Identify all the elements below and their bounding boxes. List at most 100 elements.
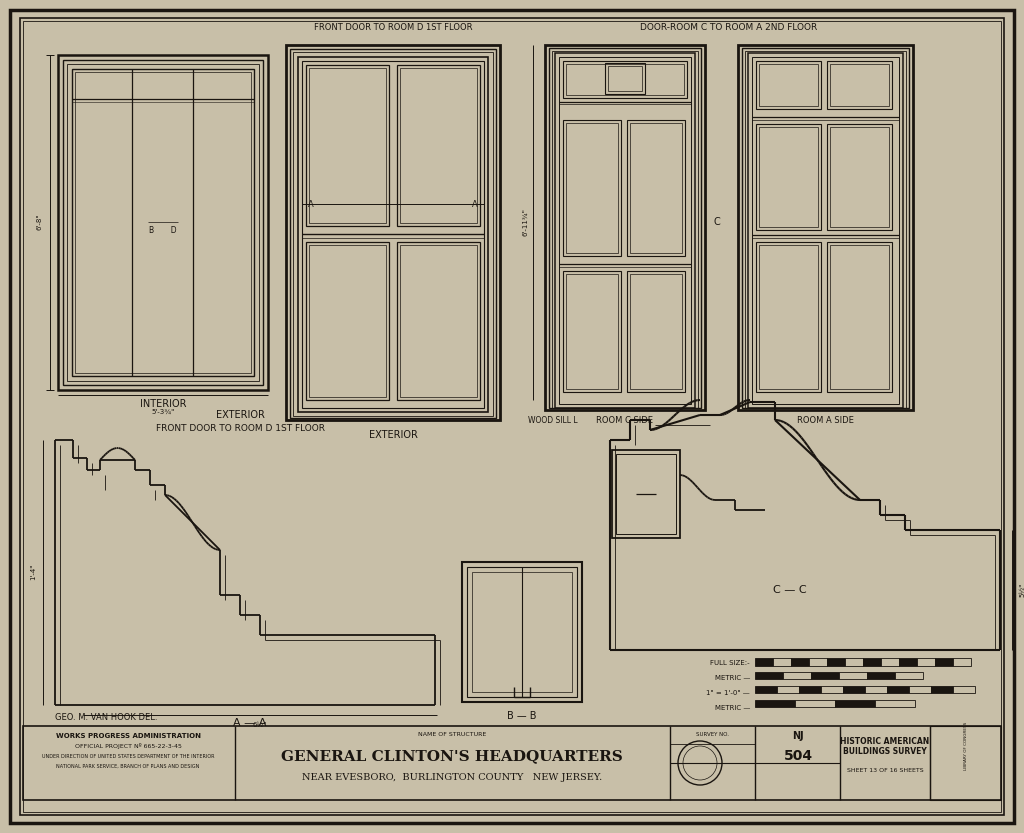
Bar — [742, 48, 909, 408]
Bar — [549, 48, 701, 408]
Bar — [874, 700, 915, 707]
Text: 1" = 1'-0" —: 1" = 1'-0" — — [707, 690, 750, 696]
Bar — [755, 686, 777, 693]
Bar — [953, 686, 975, 693]
Bar — [839, 672, 867, 679]
Bar — [899, 658, 918, 666]
Bar — [845, 658, 863, 666]
Text: GENERAL CLINTON'S HEADQUARTERS: GENERAL CLINTON'S HEADQUARTERS — [282, 749, 623, 763]
Text: 6'-11¾": 6'-11¾" — [522, 208, 528, 236]
Bar — [293, 52, 493, 416]
Text: C — C: C — C — [773, 585, 807, 595]
Bar — [400, 68, 477, 223]
Bar — [773, 658, 791, 666]
Bar — [72, 69, 254, 376]
Bar — [616, 454, 676, 534]
Text: A: A — [308, 199, 313, 208]
Bar — [827, 124, 892, 230]
Bar — [935, 658, 953, 666]
Bar — [545, 45, 705, 410]
Bar — [397, 65, 480, 226]
Bar — [306, 242, 389, 400]
Bar — [23, 726, 1001, 800]
Text: GEO. M. VAN HOOK DEL.: GEO. M. VAN HOOK DEL. — [55, 714, 158, 722]
Text: 1'-4": 1'-4" — [30, 564, 36, 581]
Text: WORKS PROGRESS ADMINISTRATION: WORKS PROGRESS ADMINISTRATION — [55, 733, 201, 739]
Text: METRIC —: METRIC — — [715, 705, 750, 711]
Bar — [835, 700, 874, 707]
Bar — [821, 686, 843, 693]
Bar — [953, 658, 971, 666]
Bar — [58, 55, 268, 390]
Text: BUILDINGS SURVEY: BUILDINGS SURVEY — [843, 746, 927, 756]
Bar — [931, 686, 953, 693]
Bar — [286, 45, 500, 420]
Text: INTERIOR: INTERIOR — [139, 399, 186, 409]
Bar — [738, 45, 913, 410]
Bar — [627, 271, 685, 392]
Text: EXTERIOR: EXTERIOR — [369, 430, 418, 440]
Text: UNDER DIRECTION OF UNITED STATES DEPARTMENT OF THE INTERIOR: UNDER DIRECTION OF UNITED STATES DEPARTM… — [42, 754, 214, 759]
Bar — [605, 63, 645, 94]
Bar — [887, 686, 909, 693]
Bar — [397, 242, 480, 400]
Bar — [830, 245, 889, 389]
Bar — [827, 61, 892, 109]
Bar — [630, 274, 682, 389]
Text: NAME OF STRUCTURE: NAME OF STRUCTURE — [418, 731, 486, 736]
Bar — [306, 65, 389, 226]
Text: WOOD SILL L: WOOD SILL L — [528, 416, 578, 425]
Bar — [881, 658, 899, 666]
Bar — [627, 120, 685, 256]
Text: FRONT DOOR TO ROOM D 1ST FLOOR: FRONT DOOR TO ROOM D 1ST FLOOR — [156, 423, 325, 432]
Bar — [309, 245, 386, 397]
Bar — [563, 271, 621, 392]
Text: 5'-3¾": 5'-3¾" — [152, 409, 175, 415]
Bar — [827, 242, 892, 392]
Bar — [863, 658, 881, 666]
Bar — [566, 274, 618, 389]
Text: NJ: NJ — [793, 731, 804, 741]
Bar — [555, 53, 695, 408]
Bar — [843, 686, 865, 693]
Bar — [472, 572, 572, 692]
Bar — [745, 51, 906, 408]
Bar — [759, 127, 818, 227]
Bar — [563, 61, 687, 98]
Bar — [759, 64, 818, 106]
Bar — [563, 120, 621, 256]
Bar — [400, 245, 477, 397]
Bar — [756, 242, 821, 392]
Bar — [566, 64, 684, 95]
Bar — [559, 57, 691, 404]
Bar — [759, 245, 818, 389]
Text: EXTERIOR: EXTERIOR — [216, 410, 264, 420]
Bar — [909, 686, 931, 693]
Bar — [795, 700, 835, 707]
Text: SHEET 13 OF 16 SHEETS: SHEET 13 OF 16 SHEETS — [847, 767, 924, 772]
Bar — [830, 127, 889, 227]
Bar — [755, 700, 795, 707]
Text: A — A: A — A — [233, 718, 266, 728]
Bar — [630, 123, 682, 253]
Bar — [755, 672, 783, 679]
Bar — [67, 64, 259, 381]
Text: SURVEY NO.: SURVEY NO. — [695, 731, 728, 736]
Bar — [462, 562, 582, 702]
Text: B — B: B — B — [507, 711, 537, 721]
Bar — [566, 123, 618, 253]
Text: OFFICIAL PROJECT Nº 665-22-3-45: OFFICIAL PROJECT Nº 665-22-3-45 — [75, 743, 181, 749]
Bar — [302, 61, 484, 408]
Text: LIBRARY OF CONGRESS: LIBRARY OF CONGRESS — [964, 722, 968, 771]
Text: 6½": 6½" — [253, 722, 267, 728]
Bar — [612, 450, 680, 538]
Bar — [552, 51, 698, 408]
Text: B       D: B D — [150, 226, 177, 235]
Bar — [467, 567, 577, 697]
Bar — [608, 66, 642, 91]
Bar — [756, 61, 821, 109]
Text: NEAR EVESBORO,  BURLINGTON COUNTY   NEW JERSEY.: NEAR EVESBORO, BURLINGTON COUNTY NEW JER… — [302, 774, 602, 782]
Text: 504: 504 — [783, 749, 813, 763]
Bar — [309, 68, 386, 223]
Bar — [918, 658, 935, 666]
